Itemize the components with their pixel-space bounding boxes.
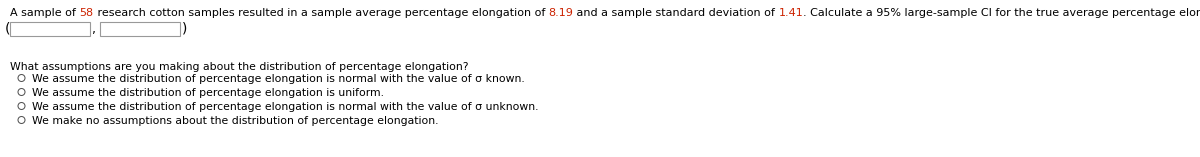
- Text: . Calculate a 95% large-sample CI for the true average percentage elongation μ. : . Calculate a 95% large-sample CI for th…: [803, 8, 1200, 18]
- Text: (: (: [5, 22, 11, 36]
- Text: 8.19: 8.19: [548, 8, 574, 18]
- FancyBboxPatch shape: [100, 22, 180, 36]
- Text: ): ): [182, 22, 187, 36]
- Text: We assume the distribution of percentage elongation is normal with the value of : We assume the distribution of percentage…: [32, 74, 524, 84]
- Text: 58: 58: [79, 8, 94, 18]
- Text: We assume the distribution of percentage elongation is normal with the value of : We assume the distribution of percentage…: [32, 102, 539, 112]
- Text: 1.41: 1.41: [779, 8, 803, 18]
- Text: We make no assumptions about the distribution of percentage elongation.: We make no assumptions about the distrib…: [32, 116, 438, 126]
- Text: ,: ,: [92, 22, 96, 35]
- Text: A sample of: A sample of: [10, 8, 79, 18]
- Text: What assumptions are you making about the distribution of percentage elongation?: What assumptions are you making about th…: [10, 62, 468, 72]
- FancyBboxPatch shape: [10, 22, 90, 36]
- Text: and a sample standard deviation of: and a sample standard deviation of: [574, 8, 779, 18]
- Text: research cotton samples resulted in a sample average percentage elongation of: research cotton samples resulted in a sa…: [94, 8, 548, 18]
- Text: We assume the distribution of percentage elongation is uniform.: We assume the distribution of percentage…: [32, 88, 384, 98]
